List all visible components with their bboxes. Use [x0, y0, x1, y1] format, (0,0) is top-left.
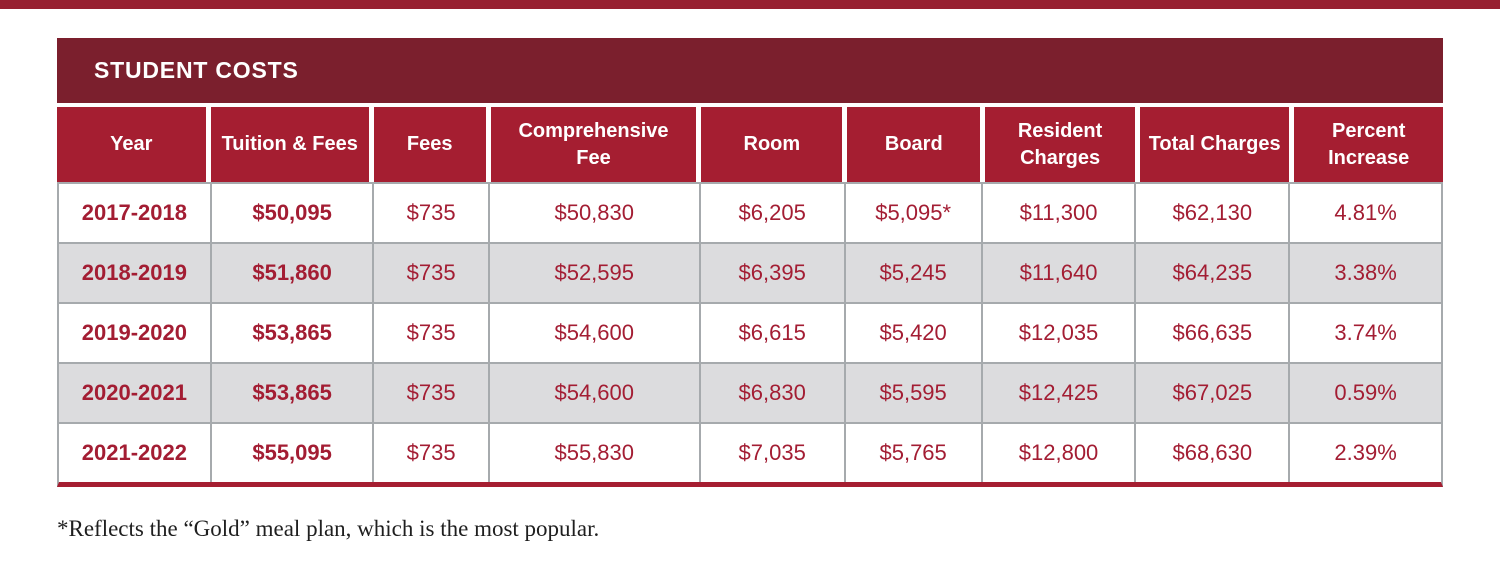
table-cell: $53,865 — [211, 304, 373, 362]
table-cell: 3.38% — [1290, 244, 1441, 302]
table-title: STUDENT COSTS — [94, 57, 299, 83]
table-cell: 0.59% — [1290, 364, 1441, 422]
table-cell: 2020-2021 — [59, 364, 210, 422]
table-cell: $735 — [374, 184, 488, 242]
table-cell: $53,865 — [211, 364, 373, 422]
table-cell: $55,830 — [489, 424, 699, 482]
table-cell: 2021-2022 — [59, 424, 210, 482]
table-cell: $735 — [374, 364, 488, 422]
table-body: 2017-2018 $50,095 $735 $50,830 $6,205 $5,095*… — [57, 182, 1443, 487]
header-cell: Room — [701, 107, 843, 182]
student-costs-table: STUDENT COSTS Year Tuition & Fees Fees Comp… — [57, 38, 1443, 487]
table-cell: 4.81% — [1290, 184, 1441, 242]
header-row: Year Tuition & Fees Fees Comprehensive Fee R… — [57, 103, 1443, 182]
table-cell: 2019-2020 — [59, 304, 210, 362]
table-cell: $735 — [374, 424, 488, 482]
header-cell: Fees — [373, 107, 486, 182]
table-cell: $12,425 — [982, 364, 1135, 422]
table-cell: 2018-2019 — [59, 244, 210, 302]
table-cell: $735 — [374, 244, 488, 302]
table-cell: $7,035 — [700, 424, 844, 482]
header-cell: Board — [847, 107, 981, 182]
header-cell: Percent Increase — [1294, 107, 1443, 182]
table-cell: $11,300 — [982, 184, 1135, 242]
table-cell: 3.74% — [1290, 304, 1441, 362]
table-title-bar: STUDENT COSTS — [57, 38, 1443, 103]
header-cell: Comprehensive Fee — [490, 107, 697, 182]
footnote: *Reflects the “Gold” meal plan, which is… — [57, 516, 600, 541]
table-cell: $5,595 — [845, 364, 981, 422]
table-cell: $51,860 — [211, 244, 373, 302]
header-cell: Tuition & Fees — [210, 107, 369, 182]
table-cell: $5,765 — [845, 424, 981, 482]
table-cell: $52,595 — [489, 244, 699, 302]
table-cell: $6,205 — [700, 184, 844, 242]
header-cell: Year — [57, 107, 206, 182]
table-cell: $50,830 — [489, 184, 699, 242]
table-cell: $64,235 — [1136, 244, 1289, 302]
header-cell: Total Charges — [1139, 107, 1290, 182]
table-cell: $55,095 — [211, 424, 373, 482]
table-cell: $6,830 — [700, 364, 844, 422]
table-cell: $12,800 — [982, 424, 1135, 482]
table-cell: $6,615 — [700, 304, 844, 362]
table-cell: 2.39% — [1290, 424, 1441, 482]
table-cell: $68,630 — [1136, 424, 1289, 482]
header-cell: Resident Charges — [985, 107, 1135, 182]
table-cell: $5,095* — [845, 184, 981, 242]
table-cell: $6,395 — [700, 244, 844, 302]
table-cell: $5,420 — [845, 304, 981, 362]
table-cell: $54,600 — [489, 304, 699, 362]
table-cell: $50,095 — [211, 184, 373, 242]
table-cell: $735 — [374, 304, 488, 362]
table-cell: $67,025 — [1136, 364, 1289, 422]
top-accent-strip — [0, 0, 1500, 9]
table-cell: $54,600 — [489, 364, 699, 422]
table-cell: $62,130 — [1136, 184, 1289, 242]
table-cell: $11,640 — [982, 244, 1135, 302]
table-cell: $66,635 — [1136, 304, 1289, 362]
table-cell: $12,035 — [982, 304, 1135, 362]
table-cell: 2017-2018 — [59, 184, 210, 242]
table-cell: $5,245 — [845, 244, 981, 302]
